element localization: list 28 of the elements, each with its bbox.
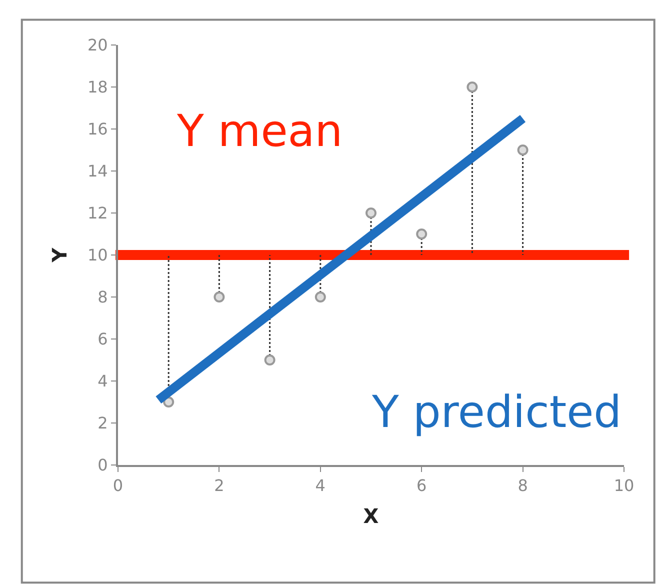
- point: [366, 208, 376, 218]
- point: [314, 292, 326, 302]
- y-tick-label: 6: [98, 330, 108, 349]
- y-tick-label: 12: [87, 204, 108, 223]
- x-tick-label: 8: [518, 476, 528, 496]
- y-tick-label: 2: [98, 414, 108, 433]
- x-tick-label: 2: [214, 476, 224, 496]
- x-tick-label: 6: [416, 476, 427, 496]
- y-axis-title: Y: [47, 247, 72, 264]
- text: Y predicted: [371, 387, 622, 438]
- y-tick-label: 8: [98, 288, 108, 307]
- y-tick-label: 10: [87, 246, 108, 265]
- point: [214, 292, 225, 302]
- y-tick-label: 4: [98, 372, 108, 391]
- x-tick-label: 10: [614, 476, 634, 496]
- x-tick-label: 0: [112, 476, 124, 496]
- x-axis-title: X: [363, 504, 380, 528]
- point: [416, 228, 428, 240]
- y-tick-label: 20: [87, 36, 108, 55]
- point: [517, 144, 528, 156]
- y-tick-label: 14: [87, 162, 108, 181]
- y-tick-label: 18: [87, 78, 108, 97]
- ref-line-label: Y mean: [176, 106, 343, 157]
- y-tick-label: 16: [87, 120, 108, 139]
- point: [466, 82, 478, 92]
- x-tick-label: 4: [315, 476, 326, 496]
- y-tick-label: 0: [98, 456, 108, 475]
- point: [264, 354, 276, 366]
